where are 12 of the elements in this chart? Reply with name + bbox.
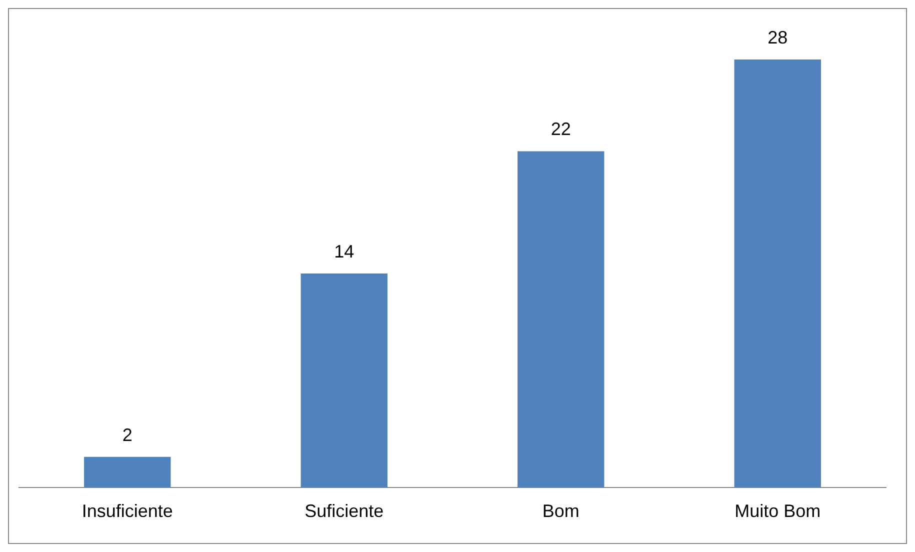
bar xyxy=(518,151,604,488)
bar xyxy=(300,273,388,488)
data-label: 2 xyxy=(122,424,132,445)
bar xyxy=(734,60,821,488)
data-label: 22 xyxy=(550,119,571,140)
bar xyxy=(84,456,171,488)
data-label: 28 xyxy=(768,28,788,48)
data-label: 14 xyxy=(334,241,354,262)
x-tick-label: Bom xyxy=(542,501,580,522)
x-tick-label: Muito Bom xyxy=(734,501,821,522)
x-tick-label: Insuficiente xyxy=(82,501,173,522)
x-tick-label: Suficiente xyxy=(304,501,384,522)
